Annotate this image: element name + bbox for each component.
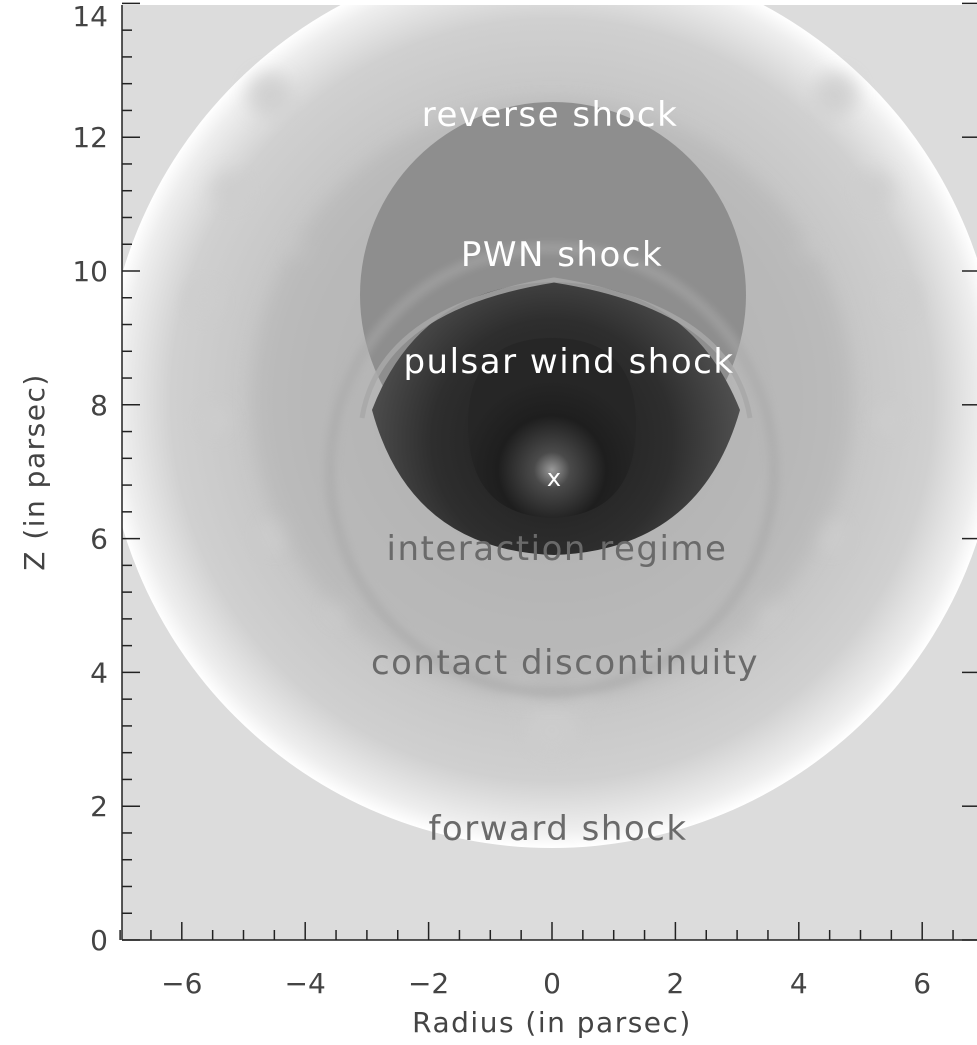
pulsar-wind-shock-label: pulsar wind shock [403,342,734,382]
interaction-ring [325,243,779,697]
x-tick-label: 4 [790,967,808,1000]
y-tick-label: 10 [72,255,108,288]
x-tick-label: 0 [543,967,561,1000]
pulsar-wind-bubble [468,338,636,518]
x-tick-label: 6 [913,967,931,1000]
pwn-shock-label: PWN shock [461,235,663,275]
y-axis-title: Z (in parsec) [18,373,51,571]
y-tick-label: 14 [72,0,108,33]
reverse-shock-label: reverse shock [422,95,679,135]
y-tick-label: 4 [90,656,108,689]
y-tick-label: 12 [72,121,108,154]
x-tick-label: −2 [408,967,449,1000]
y-tick-label: 0 [90,924,108,957]
x-tick-label: −4 [285,967,326,1000]
x-axis-ticks: −6 −4 −2 0 2 4 6 [119,922,954,1000]
y-axis-ticks: 0 2 4 6 8 10 12 14 [72,0,977,957]
y-tick-label: 6 [90,523,108,556]
interaction-regime-label: interaction regime [387,529,728,569]
simulation-plot-area: reverse shock PWN shock pulsar wind shoc… [122,5,977,940]
x-axis-title: Radius (in parsec) [412,1006,692,1039]
pwn-shock-rim [359,277,753,419]
y-tick-label: 8 [90,389,108,422]
x-tick-label: 2 [666,967,684,1000]
y-tick-label: 2 [90,790,108,823]
forward-shock-label: forward shock [428,809,687,849]
x-tick-label: −6 [161,967,202,1000]
pulsar-position-marker: x [547,464,561,492]
contact-discontinuity-label: contact discontinuity [371,643,759,683]
